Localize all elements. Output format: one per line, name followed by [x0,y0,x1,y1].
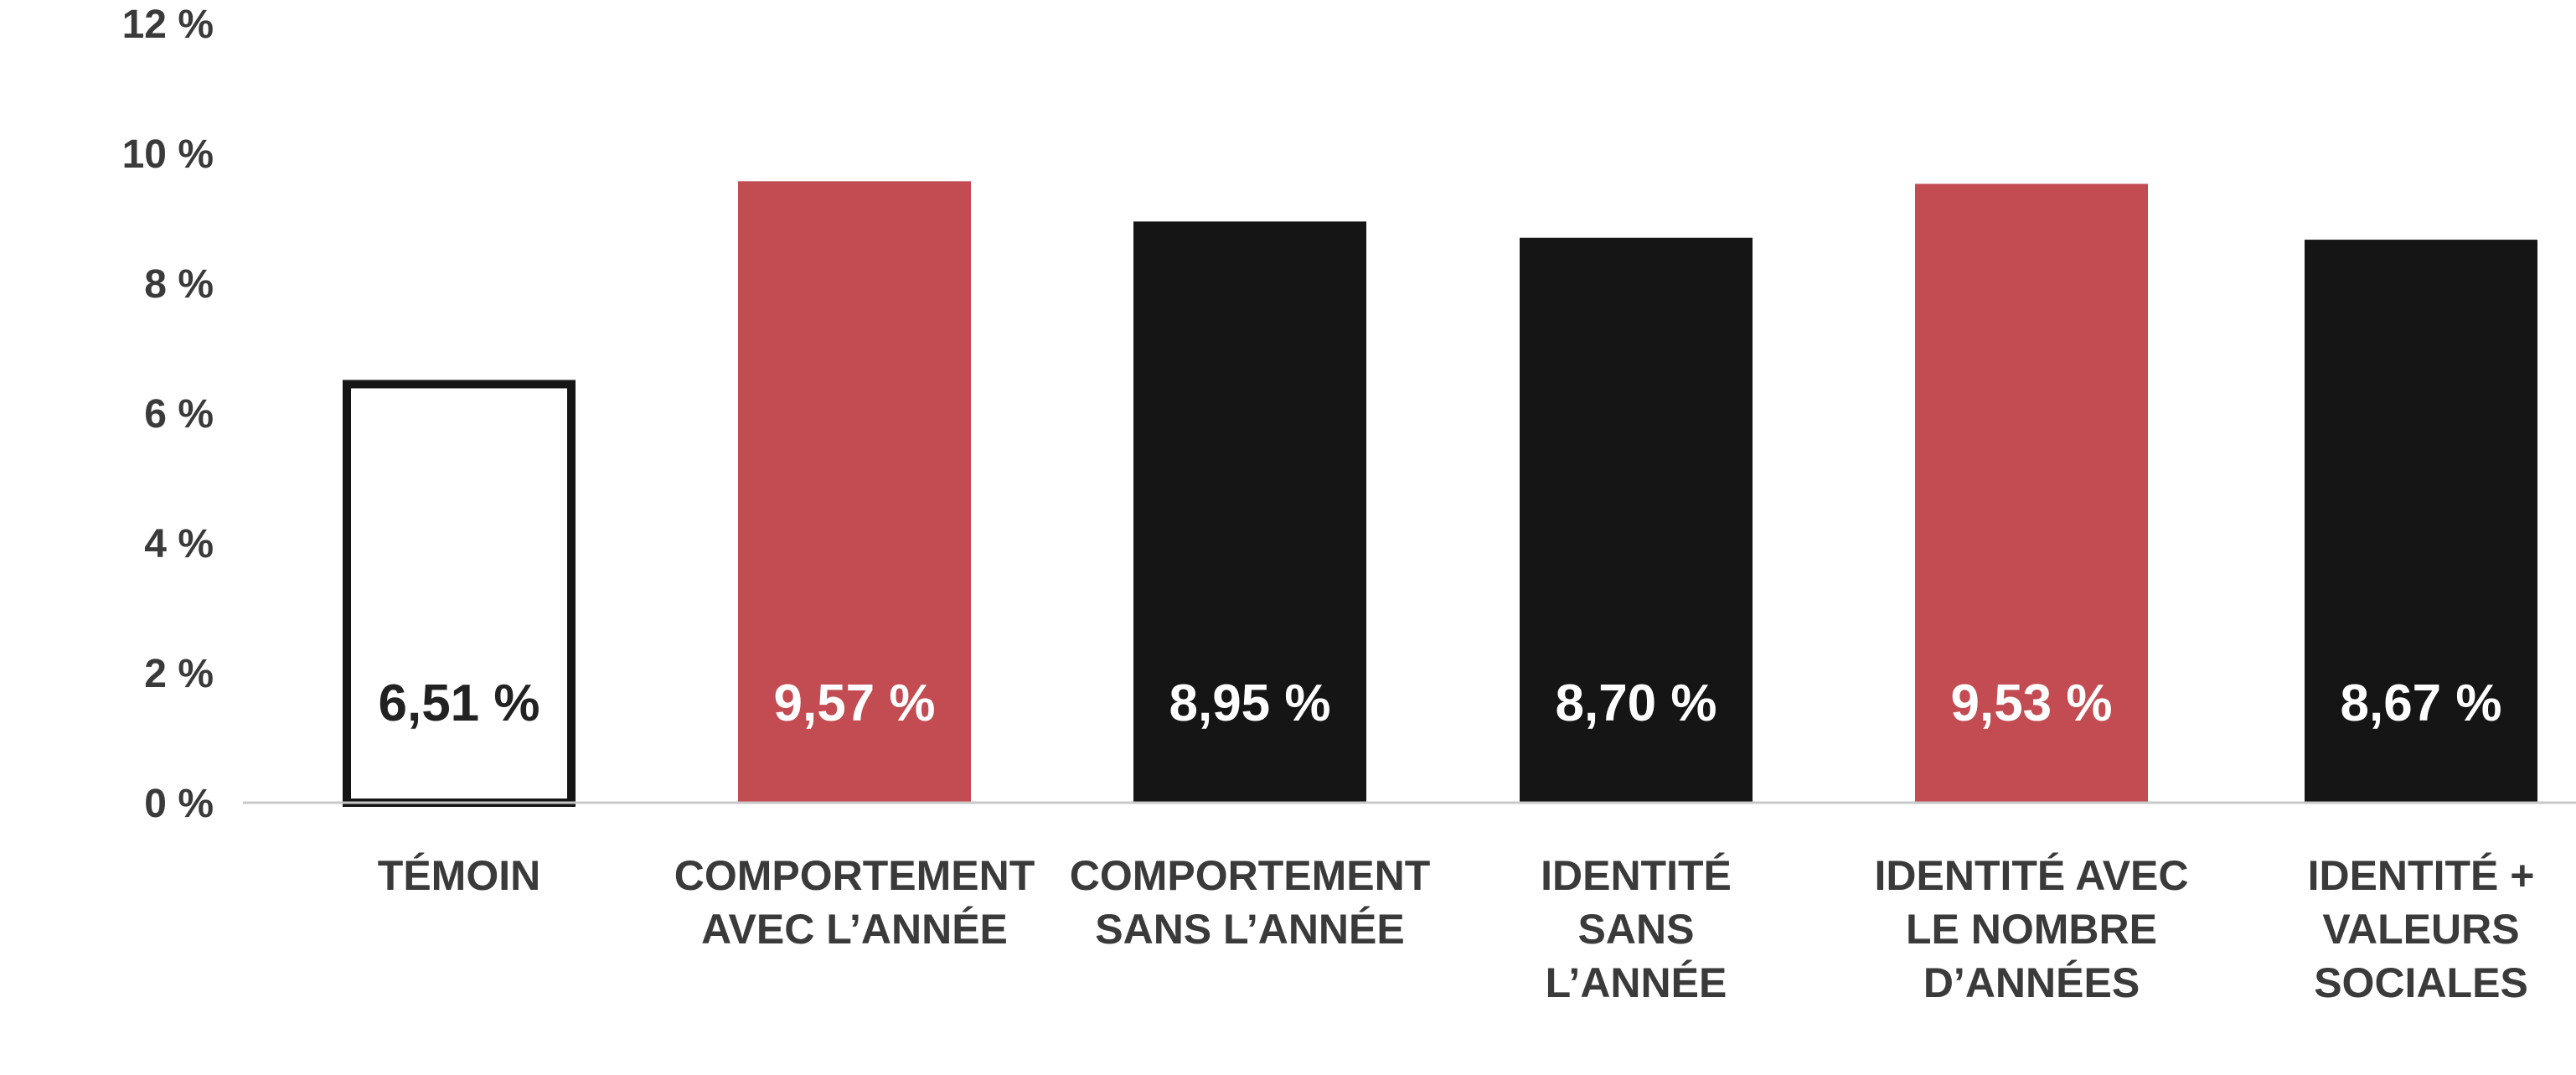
category-label-line: COMPORTEMENT [674,852,1035,899]
category-label: IDENTITÉ AVEC LE NOMBRE D’ANNÉES [1874,852,2188,1006]
category-label: COMPORTEMENT SANS L’ANNÉE [1070,852,1431,953]
category-label-line: SANS L’ANNÉE [1095,906,1405,953]
category-label: IDENTITÉ + VALEURS SOCIALES [2308,852,2535,1006]
category-label: TÉMOIN [378,852,540,899]
data-labels: 6,51 % 9,57 % 8,95 % 8,70 % 9,53 % 8,67 % [378,674,2501,732]
data-label: 8,70 % [1555,674,1716,732]
category-label: COMPORTEMENT AVEC L’ANNÉE [674,852,1035,953]
category-label-line: IDENTITÉ + [2308,852,2535,899]
bars [343,181,2537,807]
bar [1133,221,1366,803]
y-axis: 0 % 2 % 4 % 6 % 8 % 10 % 12 % [122,3,214,826]
data-label: 8,95 % [1169,674,1330,732]
y-tick-label: 2 % [144,652,214,696]
data-label: 8,67 % [2340,674,2501,732]
bar [2305,240,2537,803]
bar [1915,183,2148,804]
category-label-line: VALEURS [2322,906,2519,953]
category-label-line: LE NOMBRE [1906,906,2157,953]
y-tick-label: 0 % [144,782,214,826]
bar [738,181,971,803]
category-label-line: SOCIALES [2314,959,2528,1006]
data-label: 9,53 % [1950,674,2112,732]
category-label-line: SANS [1578,906,1695,953]
y-tick-label: 6 % [144,392,214,437]
data-label: 6,51 % [378,674,539,732]
category-label-line: L’ANNÉE [1546,959,1727,1006]
category-label-line: COMPORTEMENT [1070,852,1431,899]
data-label: 9,57 % [773,674,935,732]
category-label-line: D’ANNÉES [1923,959,2140,1006]
category-label: IDENTITÉ SANS L’ANNÉE [1541,852,1732,1006]
y-tick-label: 12 % [122,3,214,47]
category-label-line: IDENTITÉ AVEC [1874,852,2188,899]
category-label-line: AVEC L’ANNÉE [701,906,1008,953]
bar [1520,237,1753,803]
category-label-line: IDENTITÉ [1541,852,1732,899]
y-tick-label: 4 % [144,522,214,566]
y-tick-label: 10 % [122,132,214,177]
bar [343,380,576,807]
category-label-line: TÉMOIN [378,852,540,899]
y-tick-label: 8 % [144,262,214,307]
